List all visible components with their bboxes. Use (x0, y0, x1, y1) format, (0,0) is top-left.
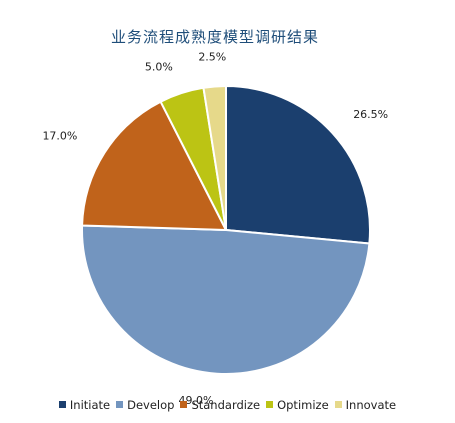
legend-item-develop: Develop (116, 398, 174, 412)
legend-label: Develop (127, 398, 175, 412)
legend-swatch (334, 401, 342, 408)
legend-swatch (180, 401, 188, 408)
legend-label: Optimize (277, 398, 329, 412)
legend-label: Initiate (69, 398, 111, 412)
legend-item-standardize: Standardize (180, 398, 260, 412)
pie-slice-standardize (81, 100, 228, 232)
data-label-initiate: 26.5% (353, 108, 388, 121)
legend-label: Standardize (191, 398, 261, 412)
legend-label: Innovate (345, 398, 397, 412)
legend-swatch (266, 401, 274, 408)
data-label-innovate: 2.5% (198, 51, 226, 64)
pie-slice-innovate (202, 84, 227, 231)
pie-slice-initiate (225, 84, 371, 245)
data-label-standardize: 17.0% (42, 130, 77, 143)
data-label-optimize: 5.0% (145, 60, 173, 73)
legend-item-innovate: Innovate (334, 398, 397, 412)
legend: Initiate Develop Standardize Optimize Innova… (0, 398, 455, 412)
legend-swatch (58, 401, 66, 408)
legend-swatch (116, 401, 124, 408)
chart-title: 业务流程成熟度模型调研结果 (110, 28, 319, 46)
legend-item-initiate: Initiate (58, 398, 111, 412)
legend-item-optimize: Optimize (266, 398, 329, 412)
pie-slice-develop (81, 224, 371, 375)
